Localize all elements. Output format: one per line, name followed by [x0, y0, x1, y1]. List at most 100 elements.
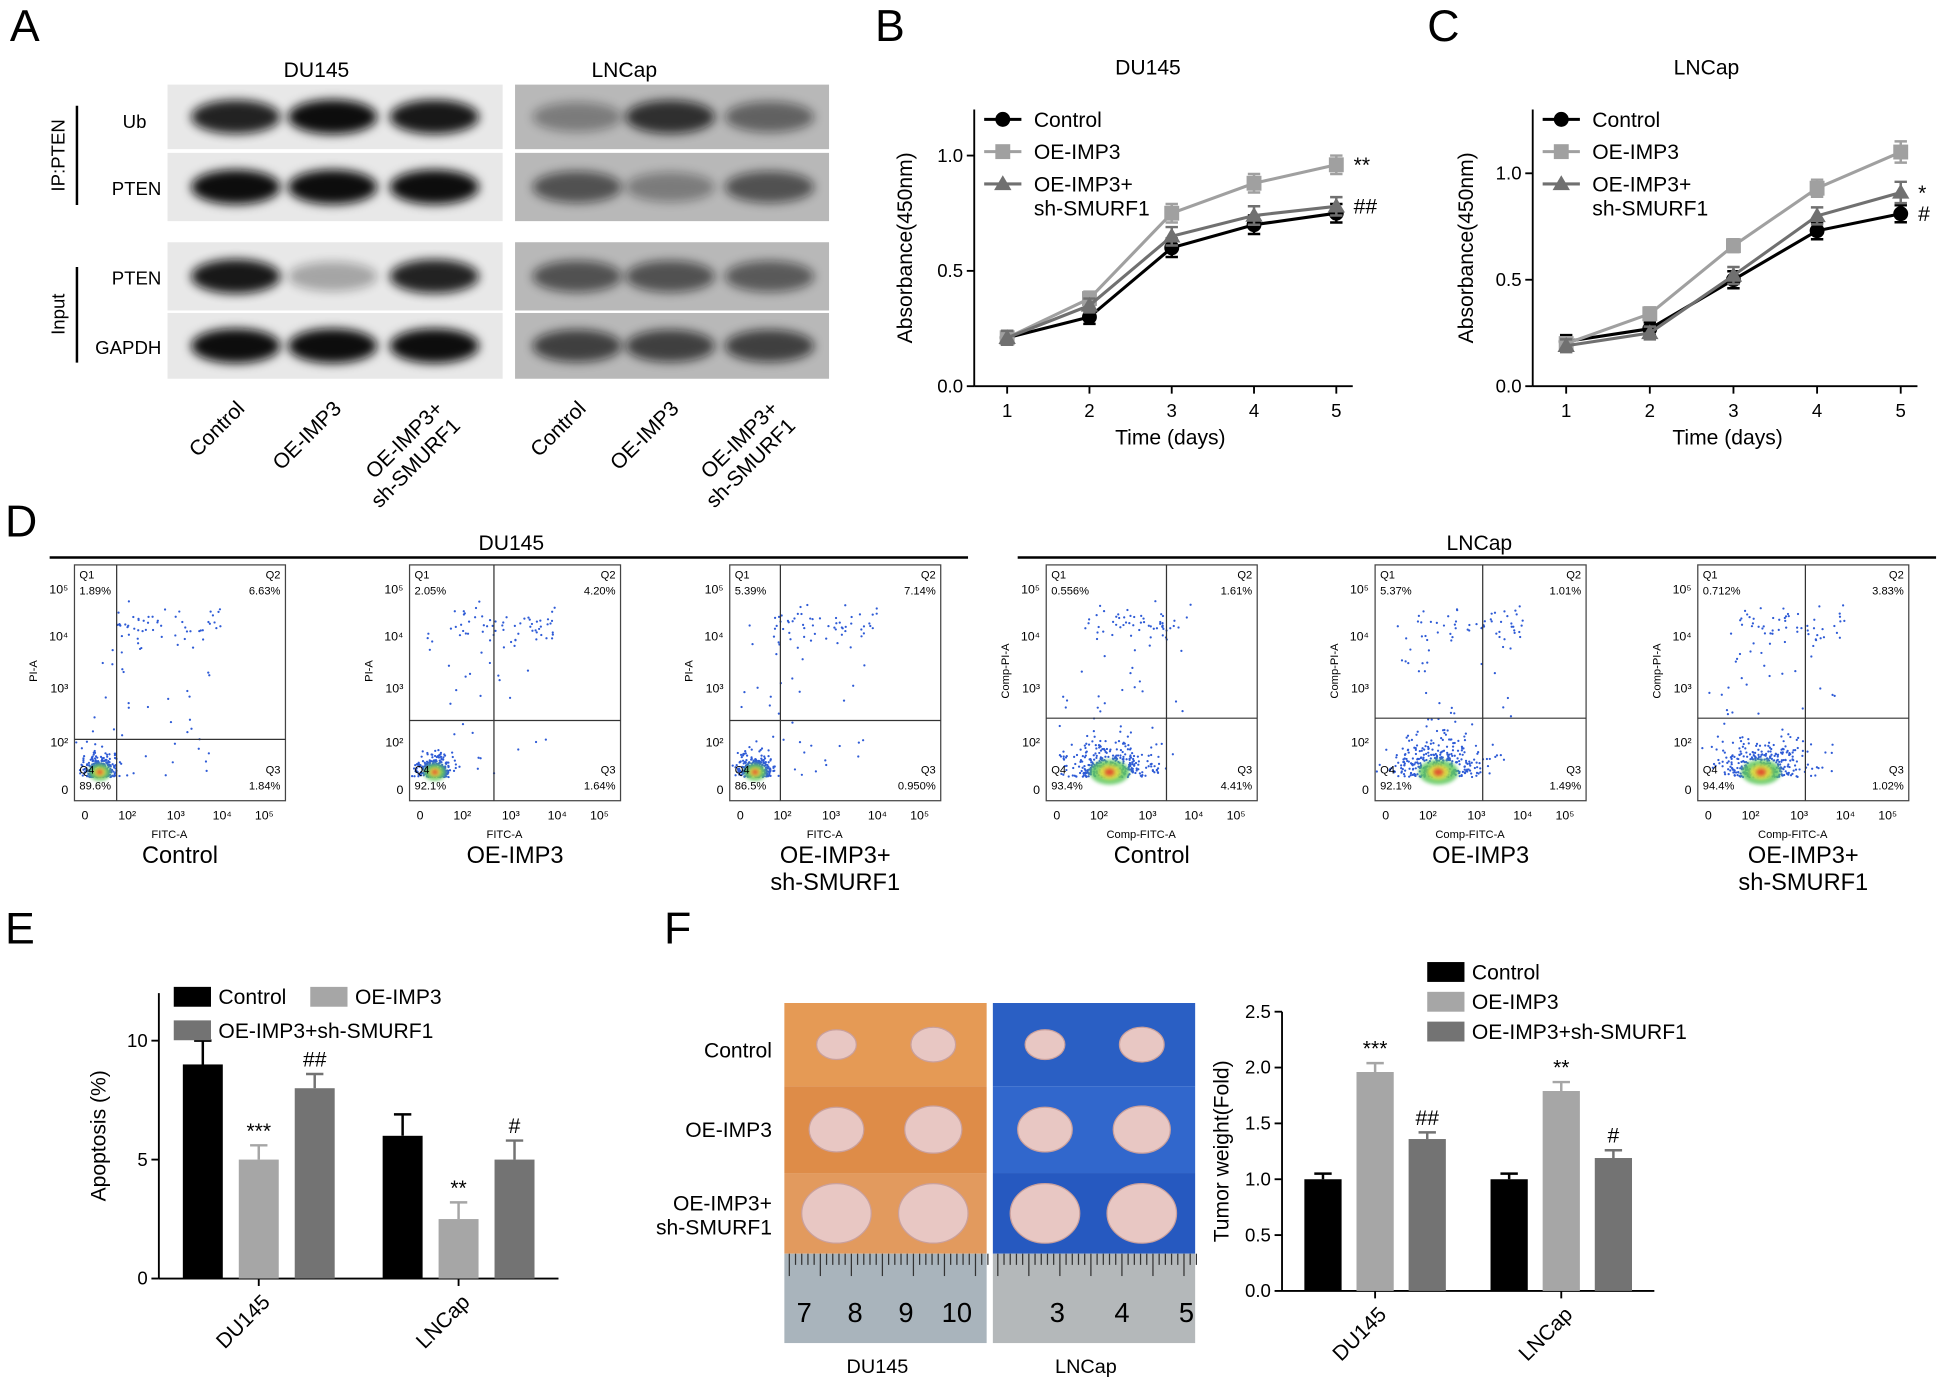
event-dot: [447, 664, 451, 667]
event-dot: [1727, 768, 1730, 771]
event-dot: [1714, 764, 1717, 767]
event-dot: [127, 702, 130, 705]
tumor: [910, 1026, 957, 1063]
event-dot: [1174, 700, 1178, 703]
event-dot: [1458, 774, 1461, 778]
event-dot: [1723, 751, 1726, 754]
event-dot: [1139, 621, 1143, 624]
event-dot: [1718, 762, 1721, 765]
event-dot: [769, 770, 772, 773]
event-dot: [1470, 761, 1473, 764]
event-dot: [1065, 754, 1068, 758]
event-dot: [763, 757, 767, 760]
event-dot: [1141, 690, 1144, 693]
event-dot: [1740, 623, 1744, 626]
event-dot: [1446, 753, 1449, 756]
event-dot: [1394, 764, 1397, 768]
event-dot: [1160, 613, 1163, 616]
event-dot: [1129, 762, 1132, 766]
event-dot: [1784, 619, 1787, 623]
event-dot: [1153, 765, 1156, 768]
event-dot: [1817, 766, 1820, 770]
event-dot: [474, 606, 478, 610]
event-dot: [1795, 738, 1798, 741]
event-dot: [1129, 634, 1133, 637]
ruler-number: 3: [1050, 1297, 1065, 1328]
data-point: [1163, 227, 1181, 243]
event-dot: [451, 755, 454, 759]
event-dot: [1115, 756, 1118, 760]
quadrant-name: Q3: [1237, 764, 1252, 776]
blot-band: [287, 328, 378, 364]
event-dot: [763, 764, 766, 767]
event-dot: [126, 774, 129, 777]
quadrant-name: Q1: [1703, 570, 1718, 582]
event-dot: [1094, 743, 1097, 747]
event-dot: [455, 689, 458, 692]
event-dot: [119, 624, 122, 627]
event-dot: [219, 625, 222, 628]
event-dot: [448, 769, 452, 772]
event-dot: [188, 718, 192, 721]
event-dot: [1784, 770, 1787, 773]
event-dot: [1400, 770, 1403, 773]
event-dot: [1173, 619, 1176, 622]
event-dot: [79, 772, 82, 775]
text-line: sh-SMURF1: [1034, 198, 1150, 221]
event-dot: [1095, 747, 1098, 750]
lane-label: OE-IMP3+sh-SMURF1: [350, 397, 465, 512]
event-dot: [803, 751, 806, 754]
event-dot: [1453, 754, 1456, 757]
event-dot: [419, 774, 422, 777]
significance-label: **: [450, 1177, 466, 1200]
event-dot: [1782, 607, 1785, 610]
event-dot: [1493, 672, 1496, 675]
error-bar: [505, 1139, 524, 1160]
event-dot: [414, 763, 417, 767]
event-dot: [1814, 774, 1817, 777]
event-dot: [137, 617, 140, 620]
event-dot: [1737, 771, 1740, 774]
significance-label: ***: [1363, 1038, 1388, 1061]
y-axis-label: PI-A: [363, 660, 375, 682]
event-dot: [1509, 715, 1513, 718]
event-dot: [184, 626, 187, 629]
event-dot: [760, 747, 764, 750]
event-dot: [415, 767, 418, 770]
group-label: Input: [48, 293, 69, 335]
event-dot: [1435, 621, 1438, 624]
event-dot: [1449, 711, 1453, 714]
event-dot: [431, 753, 434, 756]
event-dot: [99, 755, 103, 758]
event-dot: [1129, 614, 1132, 617]
quadrant-name: Q3: [921, 764, 936, 776]
event-dot: [840, 633, 843, 636]
event-dot: [1129, 755, 1132, 758]
y-tick-label: 2.0: [1245, 1057, 1271, 1078]
event-dot: [745, 754, 749, 757]
y-tick-label: 0: [61, 783, 68, 797]
event-dot: [1739, 750, 1742, 753]
event-dot: [1432, 753, 1436, 757]
event-dot: [1150, 746, 1153, 749]
event-dot: [1132, 757, 1135, 761]
quadrant-name: Q2: [1889, 570, 1904, 582]
event-dot: [788, 631, 791, 635]
event-dot: [1454, 627, 1457, 630]
event-dot: [1441, 738, 1444, 741]
event-dot: [1107, 755, 1110, 759]
event-dot: [1121, 688, 1124, 692]
data-point: [1809, 223, 1825, 239]
lane-label: OE-IMP3+sh-SMURF1: [685, 397, 800, 512]
y-axis-label: Absorbance(450nm): [894, 152, 917, 343]
event-dot: [1189, 603, 1192, 606]
event-dot: [760, 759, 764, 762]
event-dot: [1806, 629, 1809, 632]
event-dot: [1791, 751, 1794, 754]
event-dot: [1131, 769, 1135, 773]
legend-swatch: [310, 986, 348, 1007]
event-dot: [1461, 747, 1464, 750]
event-dot: [1788, 765, 1791, 769]
event-dot: [1476, 766, 1479, 769]
event-dot: [1791, 772, 1794, 776]
